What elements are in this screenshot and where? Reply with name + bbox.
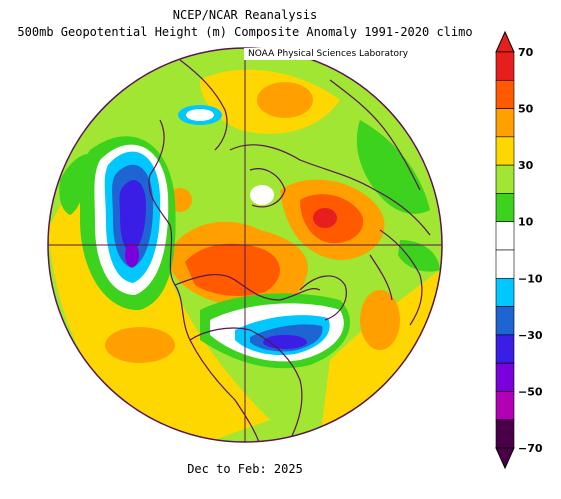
coast-europe-west: [379, 229, 423, 326]
colorbar-band: [495, 108, 515, 138]
field-green-westpac: [59, 153, 95, 215]
coast-greenland: [299, 275, 347, 321]
colorbar-tick-label: 10: [518, 216, 534, 229]
credit-label: NOAA Physical Sciences Laboratory: [244, 48, 413, 60]
coast-uk: [369, 254, 393, 301]
colorbar-band: [495, 362, 515, 392]
colorbar-band: [495, 136, 515, 166]
colorbar-band: [495, 277, 515, 307]
title-line-1: NCEP/NCAR Reanalysis: [172, 8, 318, 22]
colorbar-band: [495, 221, 515, 251]
colorbar-tick-label: −70: [518, 442, 543, 455]
field-orange-asia: [257, 82, 313, 118]
colorbar-bands: [495, 30, 515, 470]
colorbar-band: [495, 164, 515, 194]
coast-eurasia-north: [229, 144, 431, 236]
field-green-europe: [356, 120, 430, 214]
colorbar-labels: 70 50 30 10 −10 −30 −50 −70: [518, 46, 543, 455]
field-green-atlantic: [398, 240, 440, 272]
colorbar-band: [495, 249, 515, 279]
field-white-arctic: [250, 185, 274, 205]
field-indigo-pacific-low: [119, 180, 146, 253]
colorbar-band: [495, 391, 515, 421]
colorbar-arrow-top: [495, 30, 515, 53]
title-line-2: 500mb Geopotential Height (m) Composite …: [17, 25, 473, 39]
field-orange-atlantic: [360, 290, 400, 350]
colorbar-tick-label: 30: [518, 159, 534, 172]
colorbar-tick-label: 70: [518, 46, 534, 59]
coast-north-america-east: [189, 327, 303, 441]
colorbar-band: [495, 51, 515, 81]
period-label: Dec to Feb: 2025: [187, 462, 303, 476]
colorbar-band: [495, 306, 515, 336]
colorbar-band: [495, 419, 515, 449]
anomaly-map: [47, 47, 443, 443]
colorbar-tick-label: −10: [518, 272, 543, 285]
coast-arctic-islands: [249, 168, 286, 208]
colorbar-tick-label: 50: [518, 103, 534, 116]
colorbar-tick-label: −50: [518, 385, 543, 398]
field-red-arctic: [185, 243, 280, 296]
colorbar: 70 50 30 10 −10 −30 −50 −70: [495, 30, 543, 470]
coast-arctic-canada: [174, 274, 321, 301]
colorbar-tick-label: −30: [518, 329, 543, 342]
colorbar-band: [495, 79, 515, 109]
coast-asia-south: [329, 79, 421, 191]
coast-asia-east: [179, 59, 228, 151]
field-max-siberia: [313, 208, 337, 228]
field-white-north: [186, 109, 214, 121]
field-orange-pacific: [105, 327, 175, 363]
colorbar-arrow-bottom: [495, 447, 515, 470]
field-violet-pacific-low: [125, 243, 139, 267]
colorbar-band: [495, 334, 515, 364]
colorbar-band: [495, 193, 515, 223]
